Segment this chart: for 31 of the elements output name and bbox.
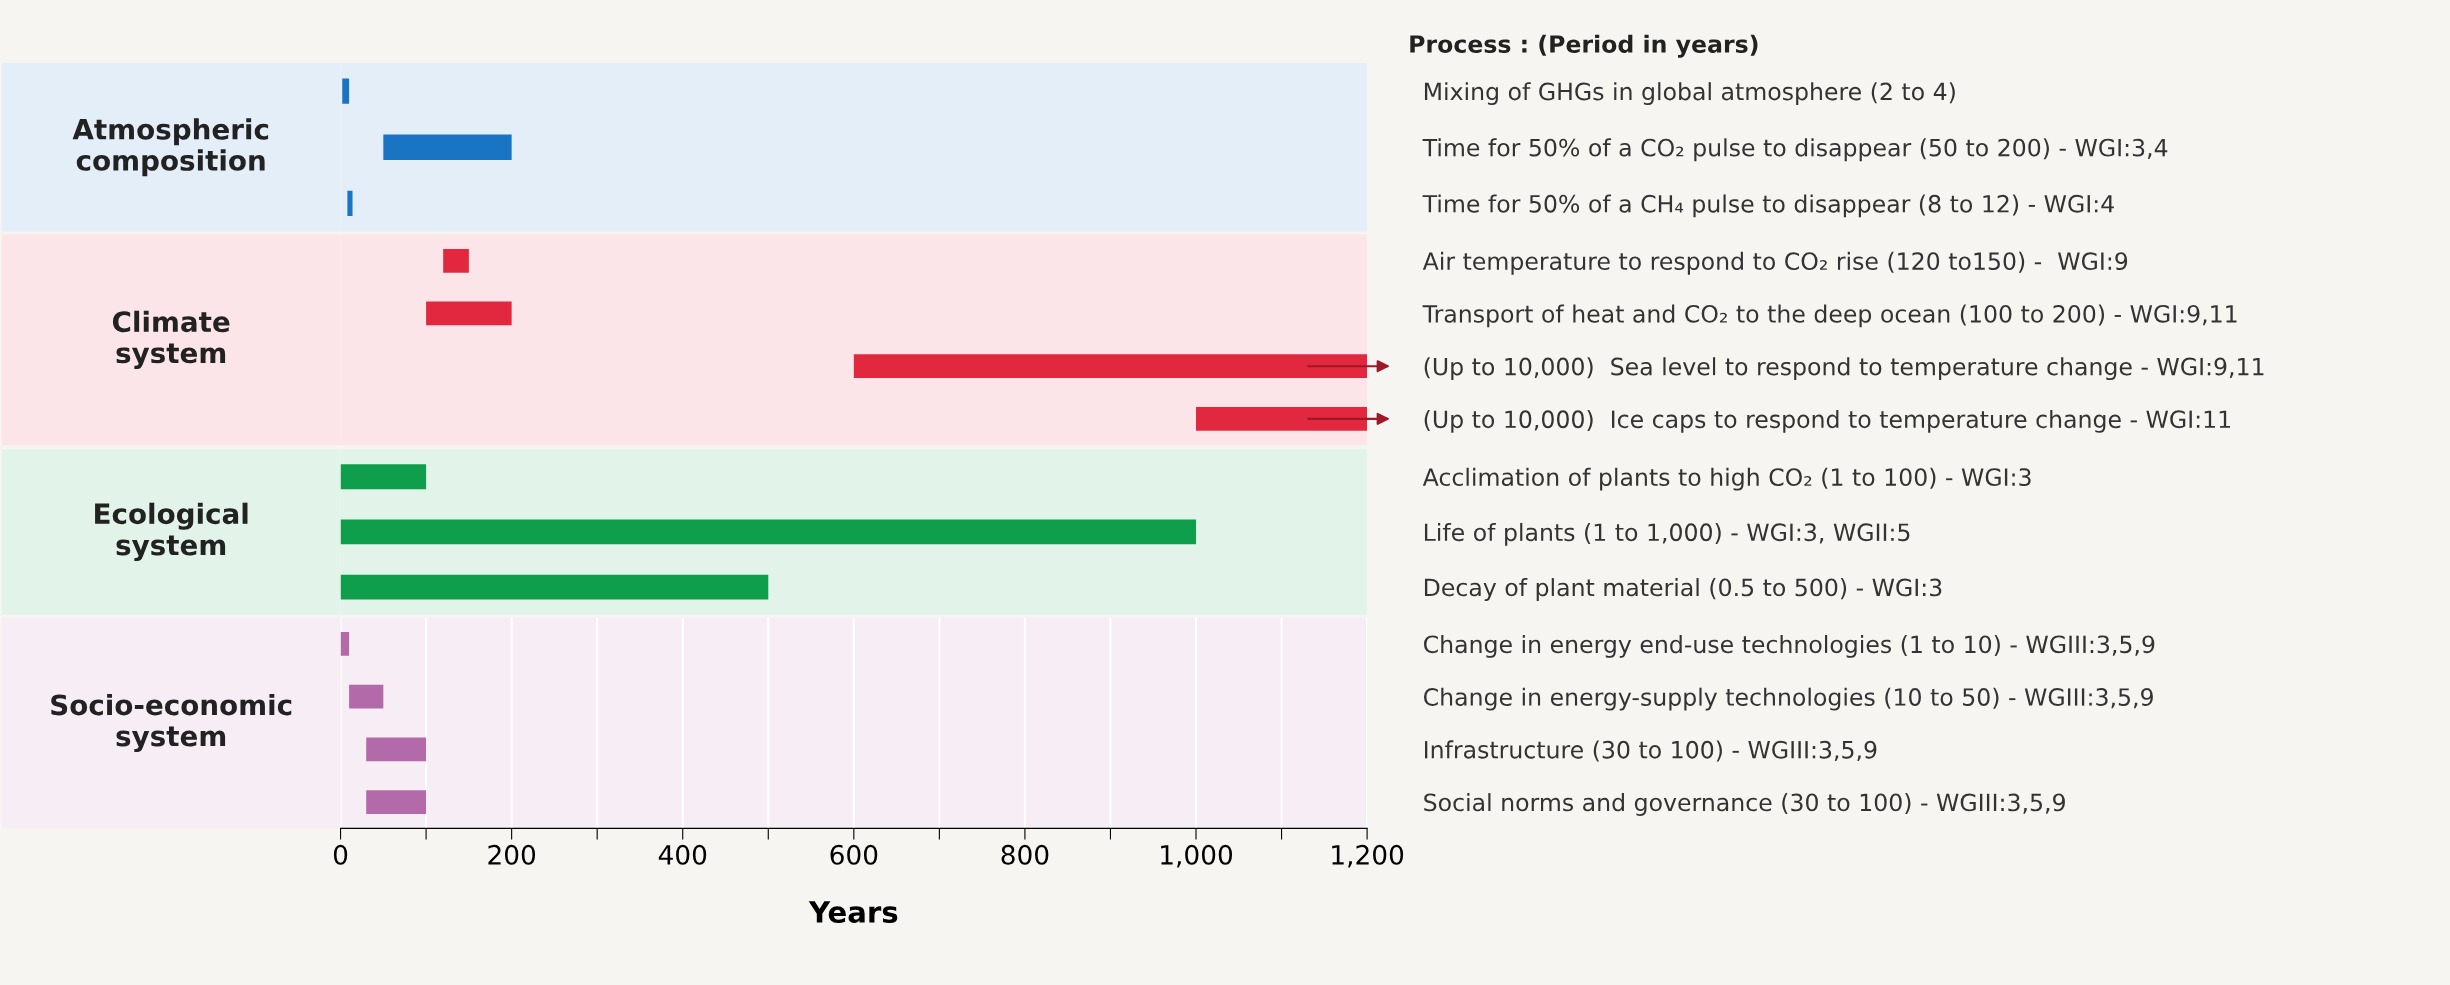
category-label: Change in energy end-use technologies (1 to 10) - WGIII:3,5,9 <box>1423 634 2155 658</box>
x-tick-label: 600 <box>830 844 878 865</box>
x-tick-label: 1,000 <box>1161 844 1233 868</box>
x-tick-label: 800 <box>1001 844 1049 865</box>
bar <box>366 737 427 762</box>
category-label: Mixing of GHGs in global atmosphere (2 to 4) <box>1424 82 1955 105</box>
category-label: Transport of heat and CO₂ to the deep ocean (100 to 200) - WGI:9,11 <box>1422 304 2237 328</box>
category-label: Infrastructure (30 to 100) - WGIII:3,5,9 <box>1424 740 1877 762</box>
category-label: Social norms and governance (30 to 100) - WGIII:3,5,9 <box>1424 793 2065 816</box>
text: Climate system <box>112 310 230 369</box>
x-axis-title: Years <box>808 901 898 924</box>
x-tick-label: 1,200 <box>1332 844 1404 868</box>
category-label: Air temperature to respond to CO₂ rise (120 to150) - WGI:9 <box>1422 251 2128 275</box>
category-label: Life of plants (1 to 1,000) - WGI:3, WGII:5 <box>1424 522 1910 546</box>
category-label: Change in energy-supply technologies (10 to 50) - WGIII:3,5,9 <box>1423 687 2153 711</box>
bar <box>366 790 427 814</box>
x-tick-label: 400 <box>658 844 707 865</box>
category-label: (Up to 10,000) Ice caps to respond to temperature change - WGI:11 <box>1424 409 2230 433</box>
category-label: (Up to 10,000) Sea level to respond to temperature change - WGI:9,11 <box>1424 357 2264 381</box>
text: Socio-economic system <box>51 693 292 753</box>
bar <box>349 684 384 709</box>
bar <box>340 632 350 656</box>
text: Process : (Period in years) <box>1410 34 1758 58</box>
x-tick-label: 0 <box>333 844 348 865</box>
x-tick-label: 200 <box>488 844 536 865</box>
text: Atmospheric composition <box>72 118 269 177</box>
category-label: Time for 50% of a CH₄ pulse to disappear (8 to 12) - WGI:4 <box>1422 194 2114 218</box>
category-label: Time for 50% of a CO₂ pulse to disappear (50 to 200) - WGI:3,4 <box>1422 138 2168 162</box>
category-label: Decay of plant material (0.5 to 500) - WGI:3 <box>1424 578 1942 601</box>
category-label: Acclimation of plants to high CO₂ (1 to 100) - WGI:3 <box>1422 467 2031 491</box>
text: Ecological system <box>95 502 248 562</box>
